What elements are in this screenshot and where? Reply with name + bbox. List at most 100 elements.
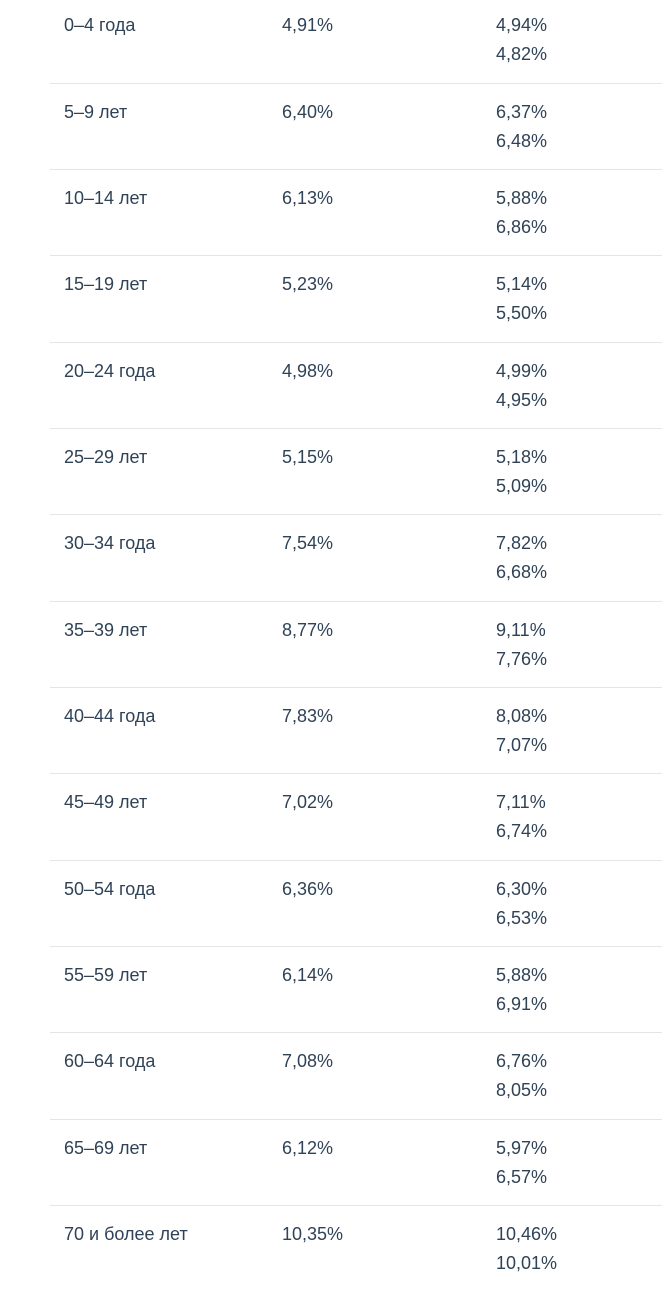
value-secondary-top: 6,30%	[496, 878, 548, 899]
value-pair-cell: 6,37% 6,48%	[496, 98, 662, 156]
value-secondary-top: 5,88%	[496, 965, 548, 986]
age-label: 45–49 лет	[64, 792, 148, 813]
value-primary: 7,08%	[282, 1051, 334, 1072]
value-primary: 8,77%	[282, 619, 334, 640]
value-primary: 4,91%	[282, 15, 334, 36]
value-secondary-top: 9,11%	[496, 619, 546, 640]
age-cell: 60–64 года	[64, 1047, 282, 1076]
table-row: 30–34 года 7,54% 7,82% 6,68%	[50, 514, 662, 600]
table-row: 10–14 лет 6,13% 5,88% 6,86%	[50, 168, 662, 255]
value-secondary-bottom: 6,53%	[496, 907, 548, 928]
value-pair-cell: 5,14% 5,50%	[496, 270, 662, 328]
value-cell: 6,40%	[282, 98, 496, 127]
age-label: 50–54 года	[64, 878, 156, 899]
value-cell: 8,77%	[282, 616, 496, 645]
value-pair-cell: 4,99% 4,95%	[496, 357, 662, 415]
age-label: 0–4 года	[64, 15, 136, 36]
value-pair-cell: 5,18% 5,09%	[496, 443, 662, 501]
value-secondary-bottom: 8,05%	[496, 1080, 548, 1101]
age-label: 5–9 лет	[64, 101, 128, 122]
value-secondary-bottom: 4,95%	[496, 389, 548, 410]
age-label: 65–69 лет	[64, 1137, 148, 1158]
age-label: 10–14 лет	[64, 187, 148, 208]
age-cell: 45–49 лет	[64, 788, 282, 817]
value-secondary-bottom: 6,74%	[496, 821, 548, 842]
value-secondary-top: 4,99%	[496, 360, 548, 381]
value-pair-cell: 7,11% 6,74%	[496, 788, 662, 846]
value-cell: 6,12%	[282, 1134, 496, 1163]
value-pair-cell: 5,88% 6,86%	[496, 184, 662, 242]
table-row: 25–29 лет 5,15% 5,18% 5,09%	[50, 428, 662, 514]
age-distribution-table: 0–4 года 4,91% 4,94% 4,82% 5–9 лет 6,40%…	[50, 0, 662, 1291]
table-row: 0–4 года 4,91% 4,94% 4,82%	[50, 0, 662, 83]
value-secondary-bottom: 6,68%	[496, 562, 548, 583]
value-secondary-top: 5,88%	[496, 187, 548, 208]
table-row: 65–69 лет 6,12% 5,97% 6,57%	[50, 1118, 662, 1205]
age-label: 55–59 лет	[64, 965, 148, 986]
value-cell: 5,23%	[282, 270, 496, 299]
table-row: 15–19 лет 5,23% 5,14% 5,50%	[50, 255, 662, 341]
value-cell: 7,54%	[282, 529, 496, 558]
age-cell: 0–4 года	[64, 11, 282, 40]
value-primary: 6,36%	[282, 878, 334, 899]
age-label: 35–39 лет	[64, 619, 148, 640]
value-secondary-top: 5,18%	[496, 447, 548, 468]
table-row: 60–64 года 7,08% 6,76% 8,05%	[50, 1032, 662, 1118]
table-row: 55–59 лет 6,14% 5,88% 6,91%	[50, 946, 662, 1032]
value-cell: 4,98%	[282, 357, 496, 386]
value-secondary-bottom: 6,48%	[496, 130, 548, 151]
value-secondary-top: 5,97%	[496, 1137, 548, 1158]
age-label: 15–19 лет	[64, 274, 148, 295]
value-cell: 7,83%	[282, 702, 496, 731]
age-cell: 5–9 лет	[64, 98, 282, 127]
value-cell: 6,13%	[282, 184, 496, 213]
value-secondary-bottom: 6,91%	[496, 994, 548, 1015]
age-cell: 15–19 лет	[64, 270, 282, 299]
value-cell: 5,15%	[282, 443, 496, 472]
value-secondary-bottom: 4,82%	[496, 44, 548, 65]
value-primary: 6,12%	[282, 1137, 334, 1158]
value-primary: 6,14%	[282, 965, 334, 986]
value-primary: 6,13%	[282, 187, 334, 208]
age-label: 25–29 лет	[64, 447, 148, 468]
value-secondary-top: 5,14%	[496, 274, 548, 295]
value-secondary-bottom: 10,01%	[496, 1253, 558, 1274]
table-row: 20–24 года 4,98% 4,99% 4,95%	[50, 341, 662, 428]
value-cell: 7,08%	[282, 1047, 496, 1076]
age-label: 60–64 года	[64, 1051, 156, 1072]
value-pair-cell: 6,76% 8,05%	[496, 1047, 662, 1105]
value-cell: 6,14%	[282, 961, 496, 990]
value-secondary-top: 7,82%	[496, 533, 548, 554]
age-cell: 65–69 лет	[64, 1134, 282, 1163]
age-cell: 70 и более лет	[64, 1220, 282, 1249]
age-cell: 20–24 года	[64, 357, 282, 386]
table-row: 35–39 лет 8,77% 9,11% 7,76%	[50, 600, 662, 687]
value-pair-cell: 8,08% 7,07%	[496, 702, 662, 760]
value-primary: 7,54%	[282, 533, 334, 554]
value-secondary-bottom: 5,50%	[496, 303, 548, 324]
value-pair-cell: 9,11% 7,76%	[496, 616, 662, 674]
value-cell: 4,91%	[282, 11, 496, 40]
value-secondary-bottom: 6,57%	[496, 1166, 548, 1187]
value-primary: 4,98%	[282, 360, 334, 381]
value-primary: 5,15%	[282, 447, 334, 468]
value-cell: 6,36%	[282, 875, 496, 904]
value-primary: 10,35%	[282, 1224, 344, 1245]
value-secondary-top: 7,11%	[496, 792, 546, 813]
value-pair-cell: 10,46% 10,01%	[496, 1220, 662, 1278]
age-cell: 25–29 лет	[64, 443, 282, 472]
age-cell: 10–14 лет	[64, 184, 282, 213]
value-secondary-bottom: 7,76%	[496, 648, 548, 669]
age-cell: 50–54 года	[64, 875, 282, 904]
table-row: 5–9 лет 6,40% 6,37% 6,48%	[50, 82, 662, 169]
value-pair-cell: 4,94% 4,82%	[496, 11, 662, 69]
value-pair-cell: 5,88% 6,91%	[496, 961, 662, 1019]
value-cell: 10,35%	[282, 1220, 496, 1249]
table-row: 45–49 лет 7,02% 7,11% 6,74%	[50, 773, 662, 859]
value-primary: 7,83%	[282, 706, 334, 727]
value-secondary-top: 8,08%	[496, 706, 548, 727]
value-pair-cell: 7,82% 6,68%	[496, 529, 662, 587]
value-secondary-top: 4,94%	[496, 15, 548, 36]
value-secondary-bottom: 5,09%	[496, 476, 548, 497]
age-cell: 55–59 лет	[64, 961, 282, 990]
